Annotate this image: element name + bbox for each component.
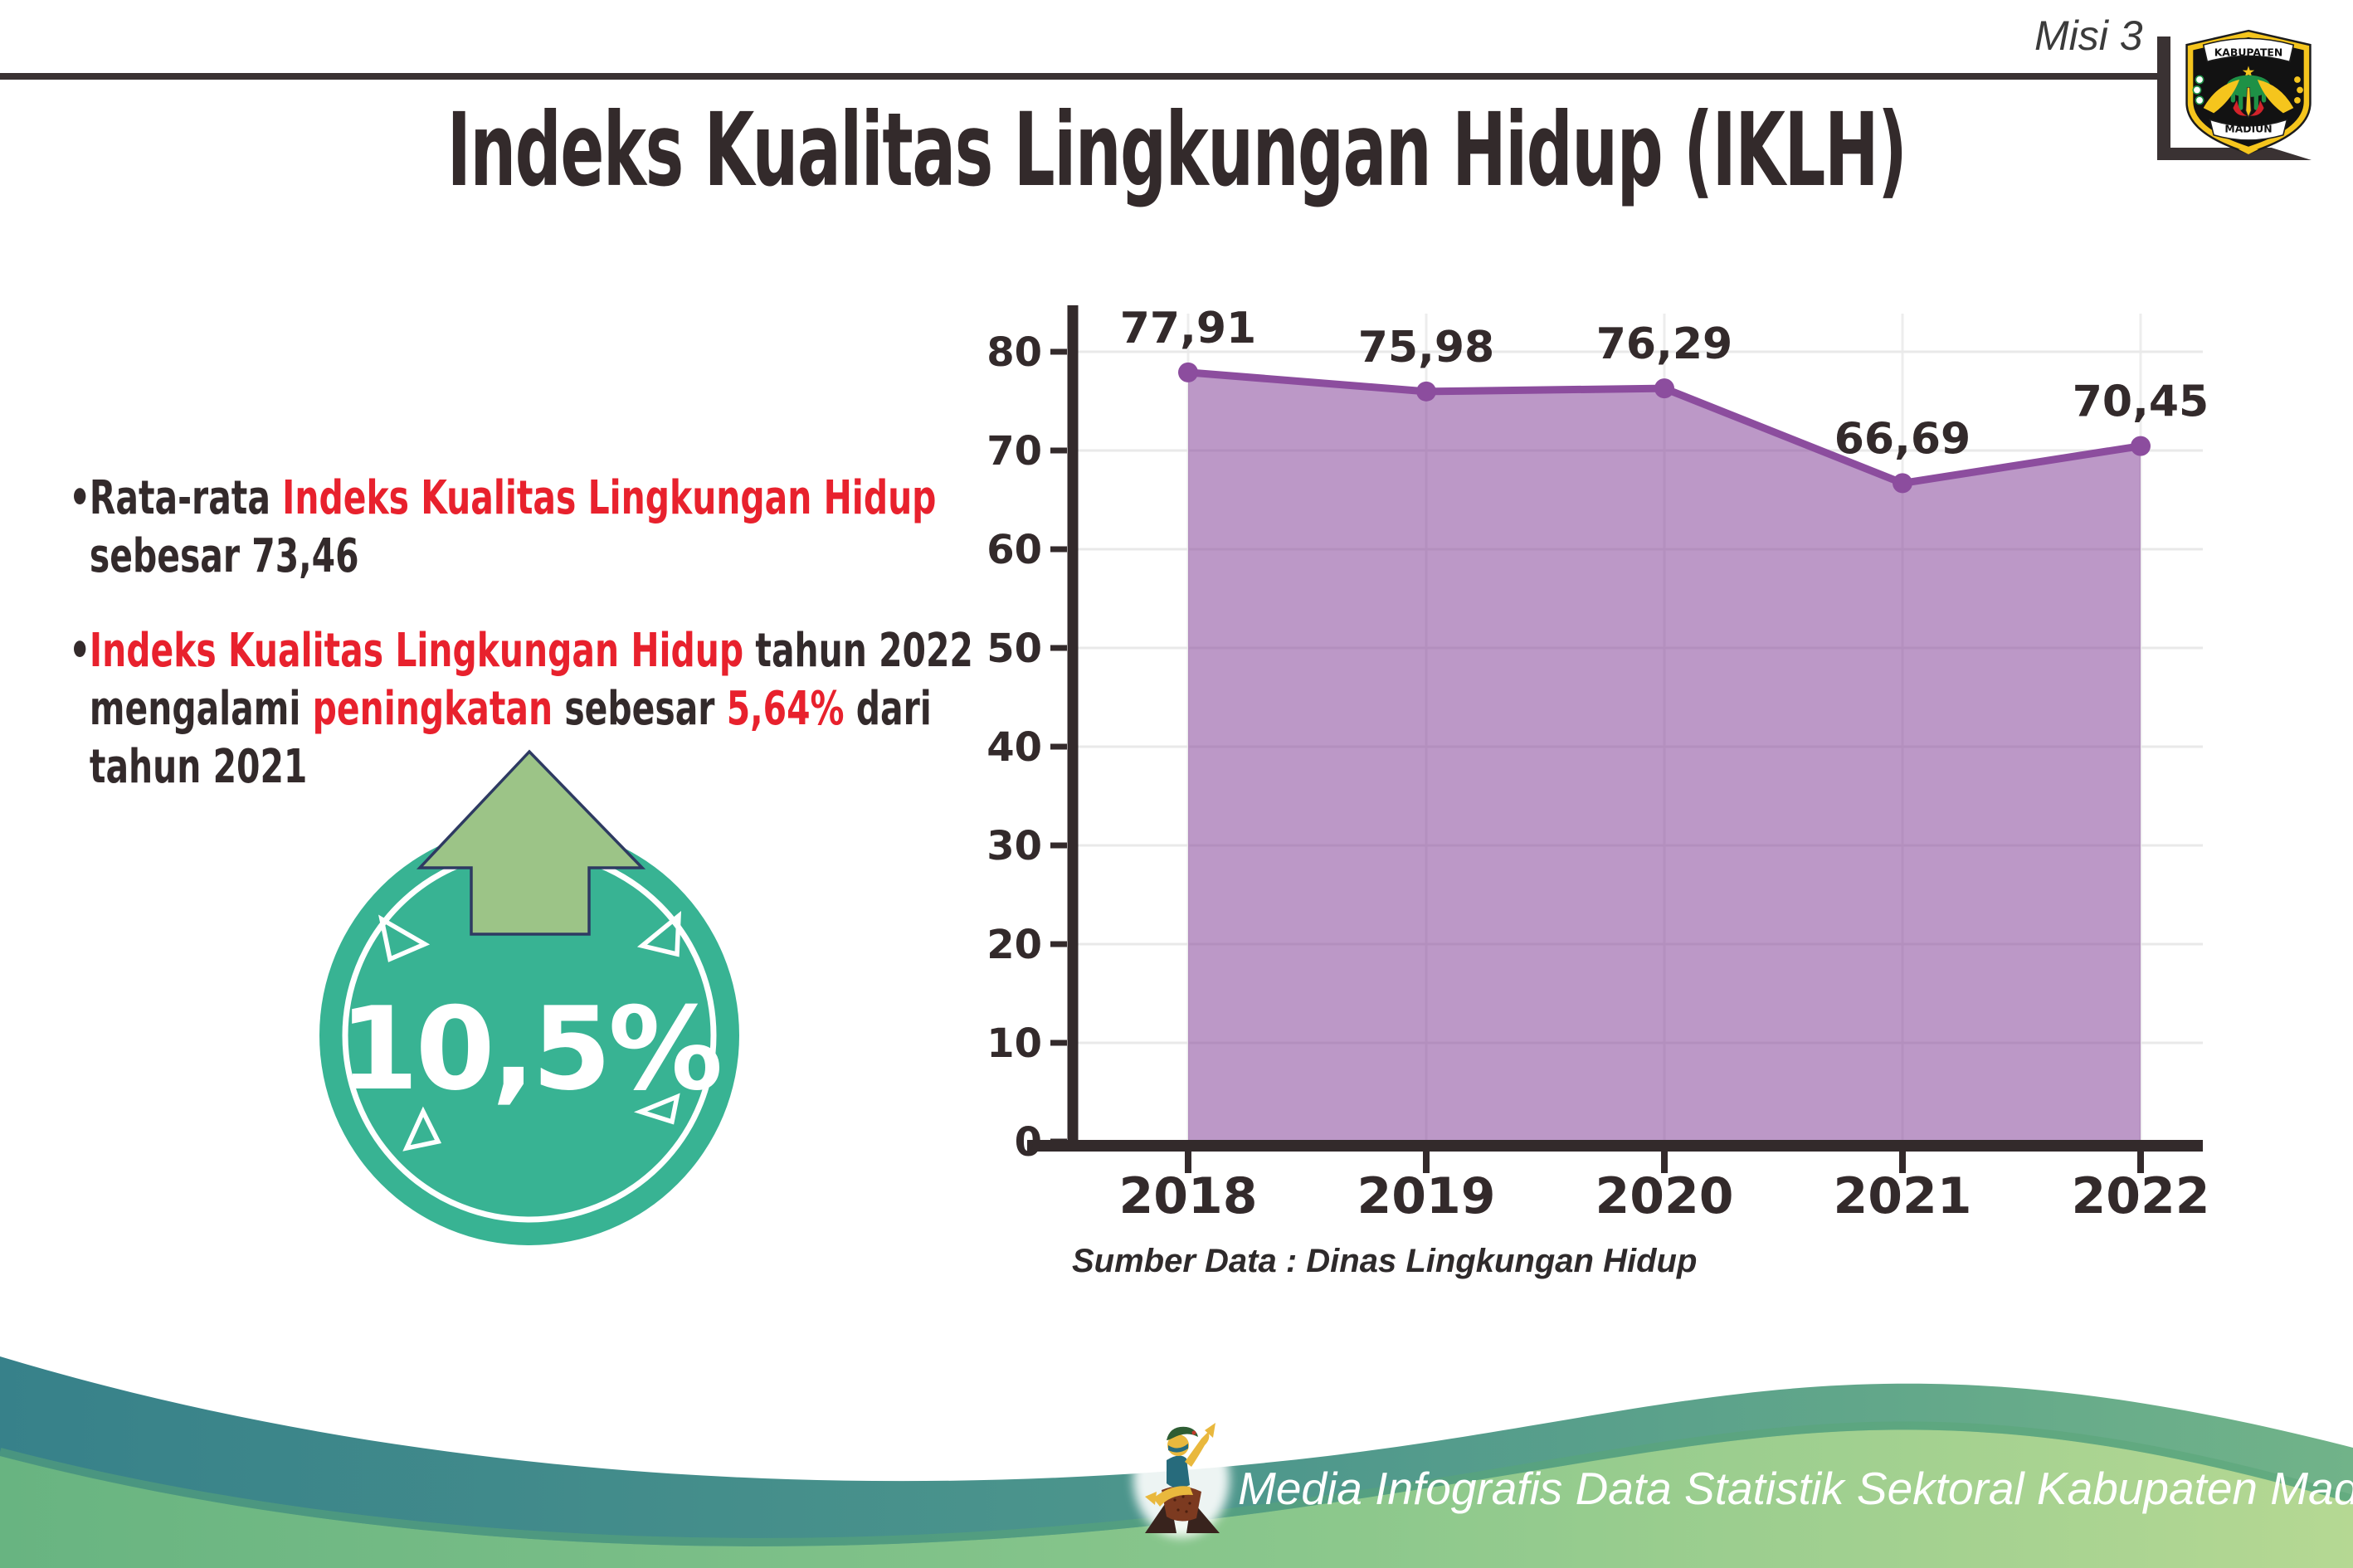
area-fill — [1188, 372, 2141, 1142]
bullet-line: Indeks Kualitas Lingkungan Hidup tahun 2… — [90, 622, 1029, 680]
text-segment: Rata-rata — [89, 471, 283, 525]
data-point — [2131, 436, 2151, 456]
x-tick-label: 2022 — [2072, 1167, 2210, 1225]
logo-banner-bottom-text: MADIUN — [2224, 123, 2272, 135]
logo-keris-icon — [2245, 86, 2252, 119]
summary-bullets-inner: • Rata-rata Indeks Kualitas Lingkungan H… — [69, 470, 1029, 796]
footer-wave-rim — [0, 1421, 2353, 1546]
bullet-line: mengalami peningkatan sebesar 5,64% dari — [90, 680, 1029, 738]
logo-wing-right — [2257, 80, 2294, 114]
data-point — [1416, 381, 1436, 402]
y-tick-label: 80 — [987, 329, 1042, 376]
x-tick-label: 2019 — [1357, 1167, 1496, 1225]
y-tick-label: 60 — [987, 527, 1042, 573]
chart-source-note: Sumber Data : Dinas Lingkungan Hidup — [1072, 1243, 1698, 1279]
logo-red-flame-right — [2249, 100, 2264, 116]
x-tick-label: 2021 — [1834, 1167, 1972, 1225]
text-segment: Indeks Kualitas Lingkungan Hidup — [282, 471, 937, 525]
logo-red-flame-left — [2233, 100, 2248, 116]
badge-value: 10,5% — [339, 982, 720, 1116]
data-point — [1654, 378, 1674, 399]
summary-bullets: • Rata-rata Indeks Kualitas Lingkungan H… — [69, 470, 1050, 833]
bullet-dot: • — [69, 624, 91, 678]
data-label: 75,98 — [1358, 323, 1494, 373]
x-tick-label: 2018 — [1119, 1167, 1258, 1225]
bullet-line: Rata-rata Indeks Kualitas Lingkungan Hid… — [90, 470, 1029, 528]
data-label: 76,29 — [1596, 319, 1732, 369]
text-segment: tahun 2021 — [89, 740, 308, 794]
logo-wing-left — [2203, 80, 2240, 114]
data-label: 77,91 — [1120, 304, 1256, 353]
y-tick-label: 20 — [987, 922, 1042, 968]
y-tick-label: 10 — [987, 1020, 1042, 1067]
data-label: 66,69 — [1834, 414, 1971, 464]
increase-badge: 10,5% — [319, 749, 739, 1245]
text-segment: dari — [844, 682, 932, 736]
text-segment: tahun 2022 — [743, 624, 973, 678]
logo-bracket-horizontal — [2157, 148, 2312, 160]
data-point — [1893, 473, 1912, 494]
logo-banner-top — [2202, 37, 2295, 63]
bullet-item-average: • Rata-rata Indeks Kualitas Lingkungan H… — [69, 470, 1029, 586]
footer-waves — [0, 1356, 2353, 1568]
text-segment: Indeks Kualitas Lingkungan Hidup — [89, 624, 744, 678]
logo-bottom-ornament — [2238, 149, 2259, 154]
misi-label: Misi 3 — [2034, 12, 2143, 59]
badge-triangle-accents — [378, 910, 682, 1152]
footer-front-wave — [0, 1429, 2353, 1568]
bullet-line: sebesar 73,46 — [90, 528, 1029, 586]
header-rule — [0, 73, 2167, 80]
dancer-mascot-icon — [1133, 1421, 1230, 1537]
data-label: 70,45 — [2073, 377, 2209, 427]
page-title: Indeks Kualitas Lingkungan Hidup (IKLH) — [0, 91, 2353, 209]
kabupaten-madiun-logo: KABUPATEN ★ MADIUN — [2185, 29, 2312, 154]
data-point — [1178, 362, 1198, 382]
y-tick-label: 0 — [1015, 1119, 1042, 1166]
y-tick-label: 50 — [987, 626, 1042, 672]
text-segment: peningkatan — [312, 682, 553, 736]
logo-banner-top-text: KABUPATEN — [2214, 46, 2283, 58]
page-title-text: Indeks Kualitas Lingkungan Hidup (IKLH) — [446, 91, 1907, 209]
text-segment: sebesar 73,46 — [89, 529, 359, 583]
y-tick-label: 70 — [987, 428, 1042, 475]
bullet-item-increase: • Indeks Kualitas Lingkungan Hidup tahun… — [69, 622, 1029, 796]
logo-rice-right — [2294, 76, 2303, 104]
logo-cotton-left — [2192, 75, 2204, 105]
bullet-dot: • — [69, 471, 91, 525]
iklh-area-chart: 0 10 20 30 40 50 60 70 80 2018 2019 2020 2021 2022 77,… — [987, 304, 2210, 1225]
x-tick-label: 2020 — [1595, 1167, 1734, 1225]
y-tick-label: 30 — [987, 823, 1042, 869]
bullet-line: tahun 2021 — [90, 738, 1029, 796]
logo-bracket-vertical — [2157, 37, 2170, 160]
text-segment: mengalami — [89, 682, 313, 736]
text-segment: 5,64% — [726, 682, 845, 736]
text-segment: sebesar — [553, 682, 727, 736]
logo-banner-bottom — [2209, 118, 2288, 141]
badge-circle — [319, 825, 739, 1245]
footer-credit: Media Infografis Data Statistik Sektoral… — [1238, 1463, 2353, 1514]
up-arrow-icon — [416, 749, 646, 936]
y-tick-label: 40 — [987, 724, 1042, 771]
